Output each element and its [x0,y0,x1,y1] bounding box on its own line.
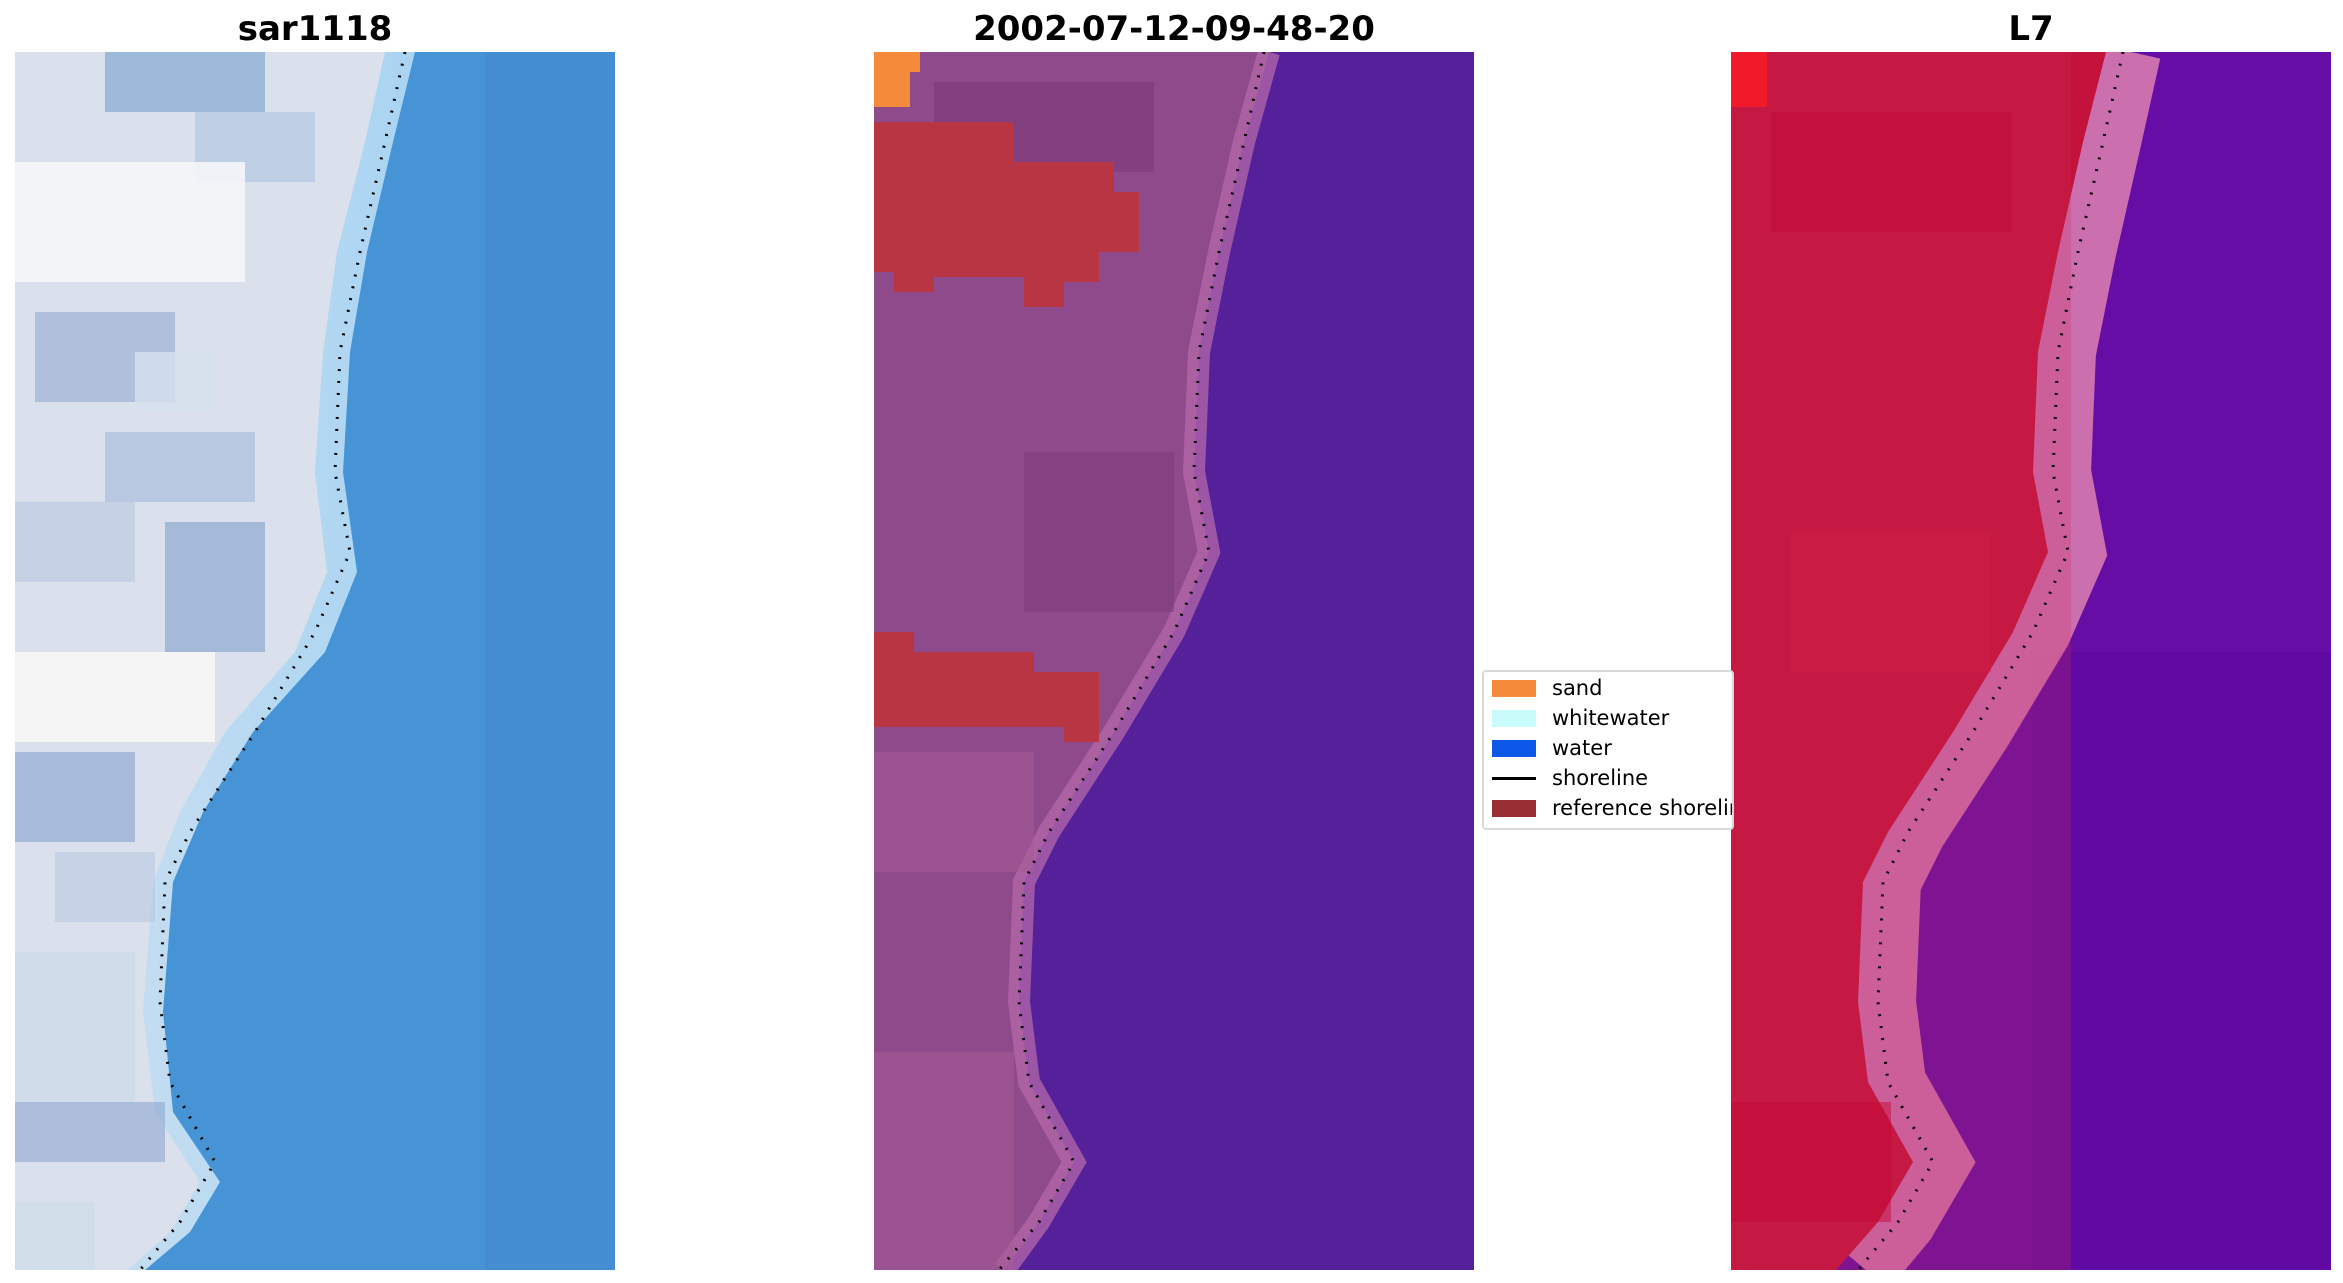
index-panel [1731,52,2331,1270]
panel-title-classification: 2002-07-12-09-48-20 [973,9,1375,49]
panel-title-index: L7 [2008,9,2054,49]
class-land-edge [995,52,1280,1270]
class-reference-top [874,122,1139,307]
legend-item-shoreline: shoreline [1492,764,1648,792]
legend: sand whitewater water shoreline referenc… [1482,670,1734,830]
legend-item-water: water [1492,734,1612,762]
legend-item-reference-shoreline: reference shoreline [1492,794,1732,822]
legend-swatch-whitewater [1492,709,1536,727]
rgb-image-panel [15,52,615,1270]
legend-swatch-sand [1492,679,1536,697]
class-reference-mid [874,632,1099,742]
index-land [1731,52,2106,1270]
index-transition [1842,52,2161,1270]
legend-swatch-water [1492,739,1536,757]
class-land [874,52,1269,1270]
legend-item-sand: sand [1492,674,1602,702]
class-sand-corner [874,52,910,107]
legend-swatch-reference-shoreline [1492,799,1536,817]
legend-swatch-shoreline [1492,776,1536,780]
classification-panel [874,52,1474,1270]
panel-title-rgb: sar1118 [237,9,393,49]
legend-item-whitewater: whitewater [1492,704,1669,732]
